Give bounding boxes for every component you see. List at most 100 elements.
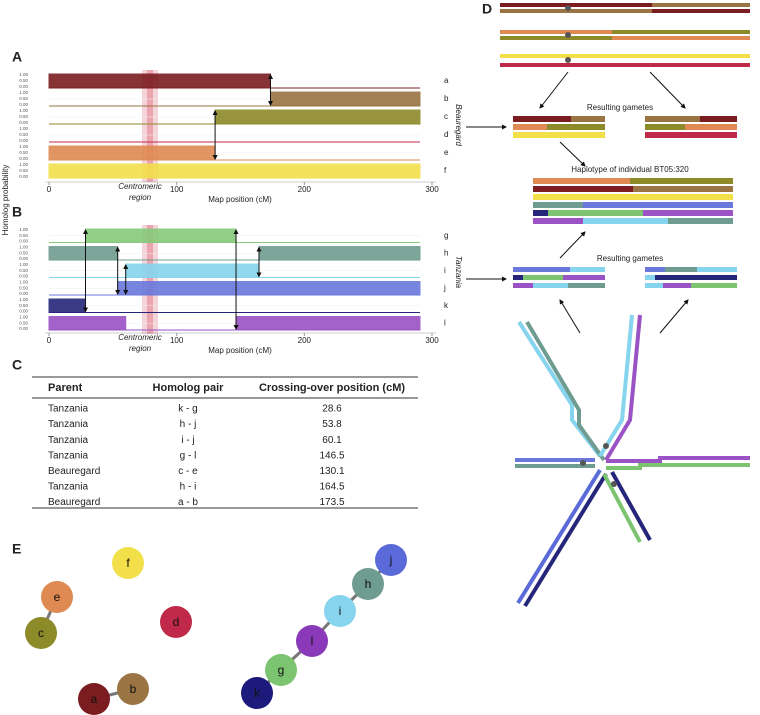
row-label: d: [444, 130, 448, 139]
x-tick-label: 0: [47, 185, 52, 194]
y-tick-label: 0.00: [19, 174, 28, 179]
node-label: h: [365, 577, 372, 591]
y-tick-label: 0.50: [19, 96, 28, 101]
chromosome-diagram: [466, 3, 750, 608]
graph-node: [112, 547, 144, 579]
haplotype-band: [235, 316, 421, 331]
table-header: Crossing-over position (cM): [259, 382, 405, 394]
y-tick-label: 0.50: [19, 168, 28, 173]
centromere-label: region: [129, 344, 152, 353]
graph-node: [41, 581, 73, 613]
row-label: g: [444, 231, 448, 240]
centromere-label: region: [129, 193, 152, 202]
graph-node: [160, 606, 192, 638]
centromere-band: [142, 225, 158, 334]
node-label: e: [54, 590, 61, 604]
graph-node: [25, 617, 57, 649]
row-label: j: [443, 283, 446, 292]
x-axis-label: Map position (cM): [208, 346, 272, 355]
haplotype-band: [48, 316, 127, 331]
y-tick-label: 0.50: [19, 150, 28, 155]
panel-letter: B: [12, 204, 22, 220]
table-cell: 53.8: [322, 419, 342, 430]
node-label: g: [278, 663, 285, 677]
y-tick-label: 0.00: [19, 326, 28, 331]
table-cell: 28.6: [322, 404, 342, 415]
table-cell: Tanzania: [48, 450, 88, 461]
y-tick-label: 0.00: [19, 102, 28, 107]
y-tick-label: 0.00: [19, 274, 28, 279]
x-axis-label: Map position (cM): [208, 195, 272, 204]
y-tick-label: 0.00: [19, 120, 28, 125]
node-label: c: [38, 626, 44, 640]
row-label: k: [444, 301, 449, 310]
node-label: b: [130, 682, 137, 696]
y-tick-label: 1.00: [19, 245, 28, 250]
table-cell: 146.5: [319, 450, 344, 461]
graph-node: [324, 595, 356, 627]
table-cell: Tanzania: [48, 482, 88, 493]
centromere-label: Centromeric: [118, 333, 162, 342]
table-cell: g - l: [180, 450, 197, 461]
x-tick-label: 200: [298, 336, 312, 345]
table-cell: Beauregard: [48, 497, 100, 508]
panel-letter: C: [12, 357, 22, 373]
node-label: j: [389, 553, 393, 567]
y-tick-label: 0.00: [19, 138, 28, 143]
y-tick-label: 1.00: [19, 72, 28, 77]
x-tick-label: 100: [170, 336, 184, 345]
y-tick-label: 1.00: [19, 90, 28, 95]
centromere-core: [147, 225, 153, 334]
table-cell: Tanzania: [48, 404, 88, 415]
table-header: Parent: [48, 382, 83, 394]
haplotype-band: [48, 73, 272, 89]
table-cell: i - j: [181, 435, 194, 446]
y-tick-label: 0.00: [19, 84, 28, 89]
row-label: i: [444, 266, 446, 275]
diagram-caption: Haplotype of individual BT05:320: [571, 165, 689, 174]
table-cell: a - b: [178, 497, 198, 508]
table-cell: h - i: [180, 482, 197, 493]
row-label: c: [444, 112, 448, 121]
y-tick-label: 0.00: [19, 156, 28, 161]
y-tick-label: 0.50: [19, 78, 28, 83]
y-tick-label: 0.50: [19, 285, 28, 290]
centromere-label: Centromeric: [118, 182, 162, 191]
y-tick-label: 1.00: [19, 280, 28, 285]
haplotype-band: [48, 145, 216, 161]
graph-node: [265, 654, 297, 686]
haplotype-band: [125, 263, 260, 278]
y-tick-label: 1.00: [19, 297, 28, 302]
haplotype-band: [85, 228, 237, 243]
graph-node: [375, 544, 407, 576]
table-cell: 60.1: [322, 435, 342, 446]
haplotype-band: [48, 298, 87, 313]
table-cell: k - g: [178, 404, 197, 415]
haplotype-band: [117, 281, 421, 296]
row-label: b: [444, 94, 449, 103]
row-label: f: [444, 166, 447, 175]
panel-letter: D: [482, 1, 492, 17]
table-cell: 173.5: [319, 497, 344, 508]
table-cell: c - e: [178, 466, 198, 477]
haplotype-band: [214, 109, 421, 125]
node-label: f: [126, 556, 130, 570]
x-tick-label: 300: [425, 336, 439, 345]
graph-node: [78, 683, 110, 715]
node-label: l: [311, 634, 314, 648]
panel-letter: A: [12, 49, 22, 65]
y-tick-label: 0.50: [19, 268, 28, 273]
y-tick-label: 0.50: [19, 320, 28, 325]
x-tick-label: 300: [425, 185, 439, 194]
y-tick-label: 1.00: [19, 315, 28, 320]
table-cell: Tanzania: [48, 419, 88, 430]
node-label: a: [91, 692, 98, 706]
centromere-core: [147, 70, 153, 182]
y-tick-label: 0.50: [19, 250, 28, 255]
y-tick-label: 0.00: [19, 239, 28, 244]
table-header: Homolog pair: [153, 382, 225, 394]
graph-node: [352, 568, 384, 600]
row-label: e: [444, 148, 449, 157]
y-tick-label: 1.00: [19, 227, 28, 232]
